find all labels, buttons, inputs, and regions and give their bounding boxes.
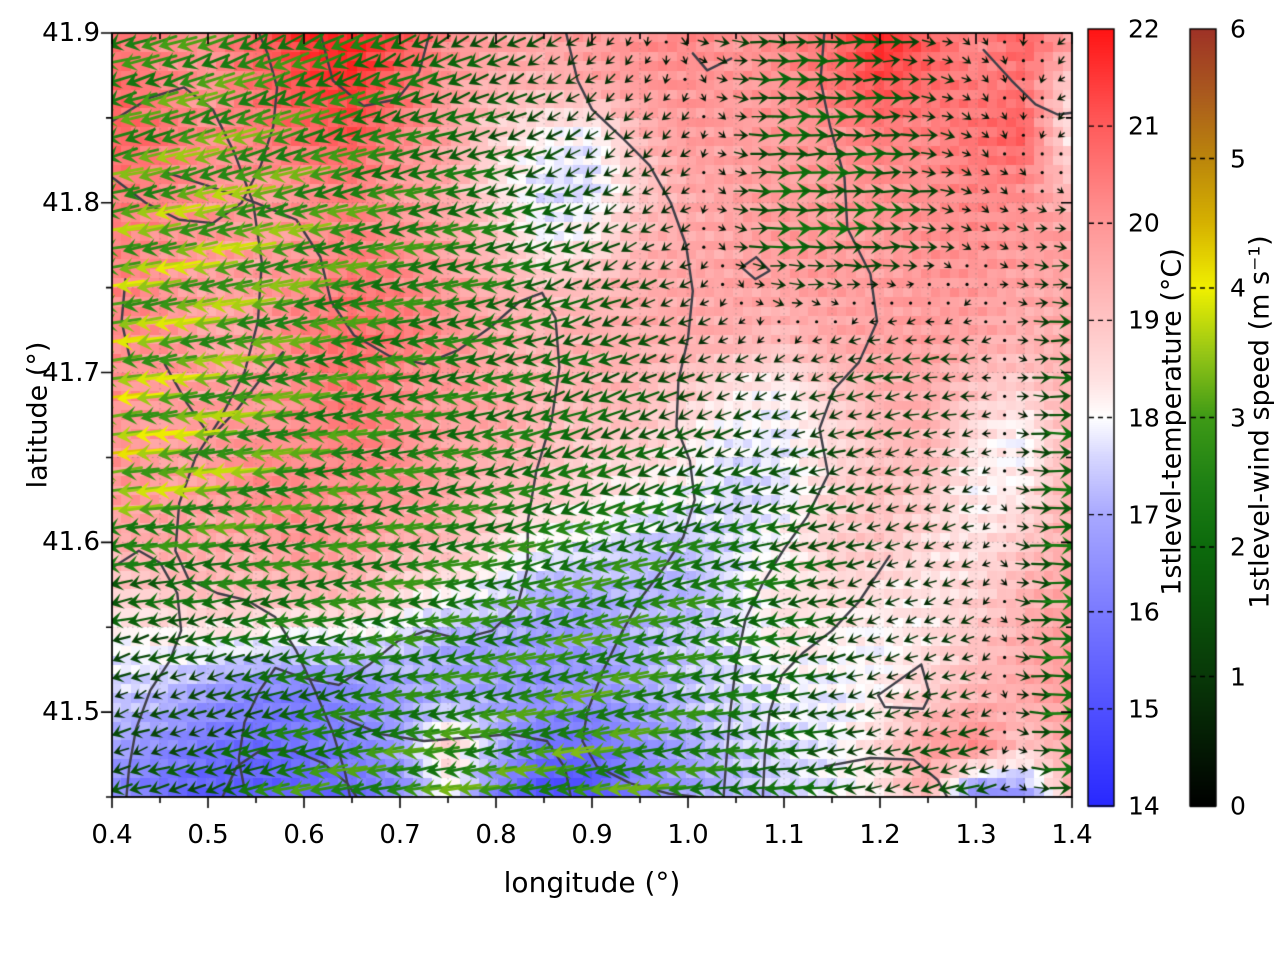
wind-colorbar-tick-label: 6 <box>1230 14 1246 44</box>
x-tick-label: 0.8 <box>475 820 517 850</box>
x-tick-label: 1.4 <box>1051 820 1093 850</box>
x-tick-label: 1.1 <box>763 820 805 850</box>
temperature-colorbar-tick-label: 15 <box>1128 694 1160 724</box>
x-tick-label: 0.7 <box>379 820 421 850</box>
temperature-colorbar-tick-label: 20 <box>1128 208 1160 238</box>
y-tick-label: 41.5 <box>42 697 100 728</box>
temperature-colorbar-tick-label: 14 <box>1128 791 1160 821</box>
x-tick-label: 1.2 <box>859 820 901 850</box>
x-tick-label: 0.6 <box>283 820 325 850</box>
y-tick-label: 41.7 <box>42 357 100 388</box>
wind-colorbar-tick-label: 0 <box>1230 791 1246 821</box>
temperature-colorbar-tick-label: 19 <box>1128 305 1160 335</box>
x-tick-label: 1.3 <box>955 820 997 850</box>
temperature-colorbar-tick-label: 17 <box>1128 500 1160 530</box>
temperature-colorbar-tick-label: 16 <box>1128 597 1160 627</box>
wind-colorbar-title: 1stlevel-wind speed (m s⁻¹) <box>1244 235 1276 609</box>
temperature-colorbar-tick-label: 21 <box>1128 111 1160 141</box>
wind-colorbar-tick-label: 5 <box>1230 144 1246 173</box>
y-tick-label: 41.6 <box>42 527 100 558</box>
wind-colorbar-tick-label: 4 <box>1230 273 1246 303</box>
x-axis-title: longitude (°) <box>503 866 681 899</box>
x-tick-label: 1.0 <box>667 820 709 850</box>
wind-colorbar-tick-label: 1 <box>1230 662 1246 691</box>
temperature-colorbar-tick-label: 18 <box>1128 403 1160 432</box>
y-tick-label: 41.9 <box>42 18 100 48</box>
x-tick-label: 0.5 <box>187 820 229 850</box>
x-tick-label: 0.9 <box>571 820 613 850</box>
temperature-colorbar-title: 1stlevel-temperature (°C) <box>1156 248 1188 596</box>
wind-colorbar-tick-label: 3 <box>1230 403 1246 432</box>
temperature-colorbar-tick-label: 22 <box>1128 14 1160 44</box>
wind-colorbar-tick-label: 2 <box>1230 532 1246 562</box>
x-tick-label: 0.4 <box>91 820 133 850</box>
y-tick-label: 41.8 <box>42 187 100 218</box>
